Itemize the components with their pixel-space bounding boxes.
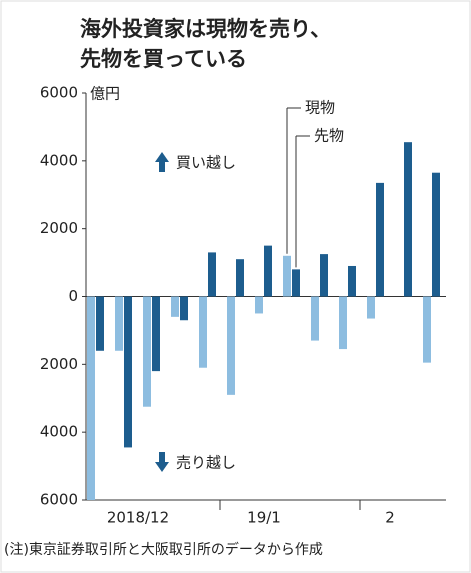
bar [152,296,160,372]
bar [143,296,151,407]
x-tick-label: 19/1 [247,509,281,527]
up-arrow [155,152,169,172]
y-tick-label: 4000 [40,151,78,169]
down-arrow [155,452,169,472]
x-tick-label: 2 [385,509,395,527]
bar [283,255,291,297]
legend-label: 現物 [305,99,335,117]
y-tick-label: 6000 [40,491,78,509]
bar [348,265,356,297]
y-tick-label: 2000 [40,219,78,237]
bar [87,296,95,500]
bar [171,296,179,317]
bar [124,296,132,448]
bar [96,296,104,351]
bar [367,296,375,319]
bar [199,296,207,368]
x-tick-label: 2018/12 [107,509,169,527]
bar [311,296,319,341]
bar [404,142,412,297]
legend-label: 先物 [314,127,344,145]
y-tick-label: 6000 [40,84,78,102]
title-line: 先物を買っている [80,47,247,71]
bar [255,296,263,314]
annotation: 買い越し [176,154,236,172]
bar [320,254,328,297]
bar [423,296,431,363]
bar [264,245,272,297]
bar [339,296,347,350]
title-line: 海外投資家は現物を売り、 [80,17,331,41]
bar [432,172,440,297]
bar [180,296,188,321]
y-tick-label: 0 [68,287,78,305]
bar [115,296,123,351]
bar [208,252,216,297]
unit: 億円 [90,85,120,103]
y-tick-label: 4000 [40,423,78,441]
note: (注)東京証券取引所と大阪取引所のデータから作成 [4,541,323,558]
bar [236,259,244,297]
y-tick-label: 2000 [40,355,78,373]
annotation: 売り越し [176,454,236,472]
bar [227,296,235,395]
bar [292,269,300,297]
bar [376,182,384,297]
